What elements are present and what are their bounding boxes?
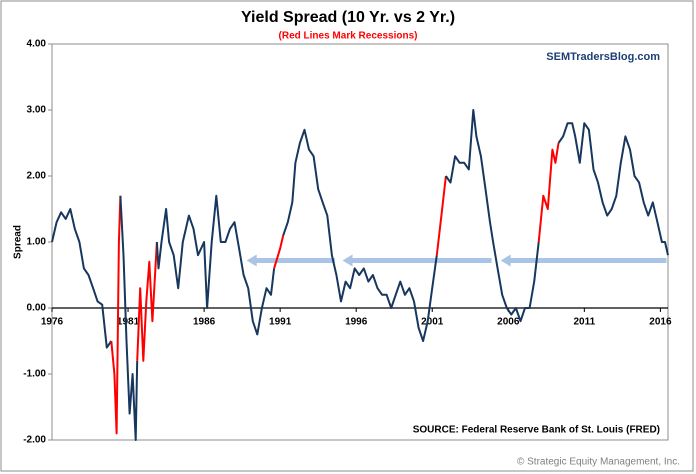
x-tick-label: 2016: [649, 317, 672, 328]
spread-line: [51, 208, 113, 349]
spread-line: [282, 128, 438, 342]
recession-line: [273, 235, 285, 269]
y-tick-label: 2.00: [27, 171, 47, 182]
source: SOURCE: Federal Reserve Bank of St. Loui…: [413, 425, 660, 436]
y-tick-label: 3.00: [27, 105, 47, 116]
chart-title: Yield Spread (10 Yr. vs 2 Yr.): [241, 9, 455, 26]
x-tick-label: 2001: [421, 317, 444, 328]
y-tick-label: 0.00: [27, 303, 47, 314]
y-tick-label: -1.00: [23, 369, 46, 380]
y-axis-label: Spread: [13, 225, 24, 259]
x-tick-label: 1981: [117, 317, 140, 328]
recession-line: [110, 195, 122, 435]
recession-line: [435, 175, 447, 256]
footer: © Strategic Equity Management, Inc.: [517, 457, 680, 468]
spread-line: [445, 109, 540, 323]
watermark: SEMTradersBlog.com: [546, 51, 660, 63]
x-tick-label: 2011: [573, 317, 595, 328]
spread-line: [557, 122, 669, 256]
y-tick-label: 1.00: [27, 237, 47, 248]
spread-line: [155, 194, 276, 336]
arrow-head: [342, 254, 353, 267]
spread-line: [119, 195, 139, 441]
arrow-head: [500, 254, 511, 267]
x-tick-label: 1996: [345, 317, 368, 328]
x-tick-label: 1986: [193, 317, 216, 328]
x-tick-label: 2006: [497, 317, 520, 328]
recession-line: [136, 241, 158, 362]
x-tick-label: 1976: [41, 317, 64, 328]
y-tick-label: -2.00: [23, 435, 46, 446]
x-tick-label: 1991: [269, 317, 292, 328]
chart-subtitle: (Red Lines Mark Recessions): [279, 31, 418, 42]
plot-area: [51, 43, 669, 441]
y-tick-label: 4.00: [27, 39, 47, 50]
recession-line: [537, 142, 560, 243]
arrow-head: [246, 254, 257, 267]
